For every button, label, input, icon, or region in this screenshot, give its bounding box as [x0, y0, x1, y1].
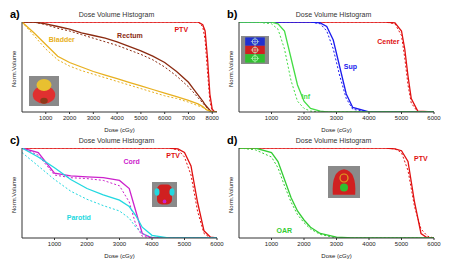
- svg-text:2000: 2000: [297, 241, 311, 247]
- svg-text:2000: 2000: [297, 115, 311, 121]
- html-text:d): d): [227, 134, 238, 146]
- svg-text:5000: 5000: [395, 241, 409, 247]
- svg-text:2000: 2000: [80, 241, 94, 247]
- svg-text:5000: 5000: [178, 241, 192, 247]
- svg-text:4000: 4000: [110, 115, 124, 121]
- svg-text:Parotid: Parotid: [67, 214, 91, 221]
- svg-text:1000: 1000: [39, 115, 53, 121]
- svg-text:Dose (cGy): Dose (cGy): [321, 253, 351, 259]
- svg-text:4000: 4000: [362, 241, 376, 247]
- svg-text:Rectum: Rectum: [117, 32, 143, 39]
- svg-text:8000: 8000: [206, 115, 220, 121]
- svg-text:Inf: Inf: [302, 93, 311, 100]
- svg-text:6000: 6000: [427, 241, 441, 247]
- svg-text:4000: 4000: [362, 115, 376, 121]
- svg-text:1000: 1000: [48, 241, 62, 247]
- svg-text:6000: 6000: [158, 115, 172, 121]
- html-text:Dose Volume Histogram: Dose Volume Histogram: [78, 11, 155, 18]
- svg-text:PTV: PTV: [166, 152, 180, 159]
- svg-text:Dose (cGy): Dose (cGy): [104, 253, 134, 259]
- svg-text:Norm.Volume: Norm.Volume: [228, 50, 234, 87]
- svg-text:Norm.Volume: Norm.Volume: [228, 176, 234, 213]
- svg-text:2000: 2000: [63, 115, 77, 121]
- svg-text:6000: 6000: [427, 115, 441, 121]
- svg-text:Center: Center: [377, 38, 399, 45]
- svg-text:6000: 6000: [210, 241, 224, 247]
- svg-text:Cord: Cord: [124, 158, 140, 165]
- svg-text:3000: 3000: [330, 241, 344, 247]
- html-text:Dose Volume Histogram: Dose Volume Histogram: [78, 137, 155, 144]
- html-text:c): c): [10, 134, 20, 146]
- svg-text:7000: 7000: [182, 115, 196, 121]
- html-text:a): a): [10, 8, 20, 20]
- svg-text:PTV: PTV: [414, 155, 428, 162]
- svg-text:1000: 1000: [265, 241, 279, 247]
- svg-text:3000: 3000: [113, 241, 127, 247]
- svg-text:Sup: Sup: [344, 63, 357, 71]
- svg-text:Bladder: Bladder: [49, 36, 75, 43]
- svg-text:3000: 3000: [330, 115, 344, 121]
- svg-text:5000: 5000: [395, 115, 409, 121]
- svg-text:1000: 1000: [265, 115, 279, 121]
- html-text:Dose Volume Histogram: Dose Volume Histogram: [295, 137, 372, 144]
- svg-text:Norm.Volume: Norm.Volume: [11, 50, 17, 87]
- svg-text:OAR: OAR: [277, 227, 293, 234]
- html-text:b): b): [227, 8, 238, 20]
- svg-text:4000: 4000: [145, 241, 159, 247]
- svg-text:5000: 5000: [134, 115, 148, 121]
- svg-text:Dose (cGy): Dose (cGy): [321, 127, 351, 133]
- svg-text:Dose (cGy): Dose (cGy): [104, 127, 134, 133]
- svg-text:PTV: PTV: [174, 26, 188, 33]
- svg-text:Norm.Volume: Norm.Volume: [11, 176, 17, 213]
- svg-text:3000: 3000: [87, 115, 101, 121]
- html-text:Dose Volume Histogram: Dose Volume Histogram: [295, 11, 372, 18]
